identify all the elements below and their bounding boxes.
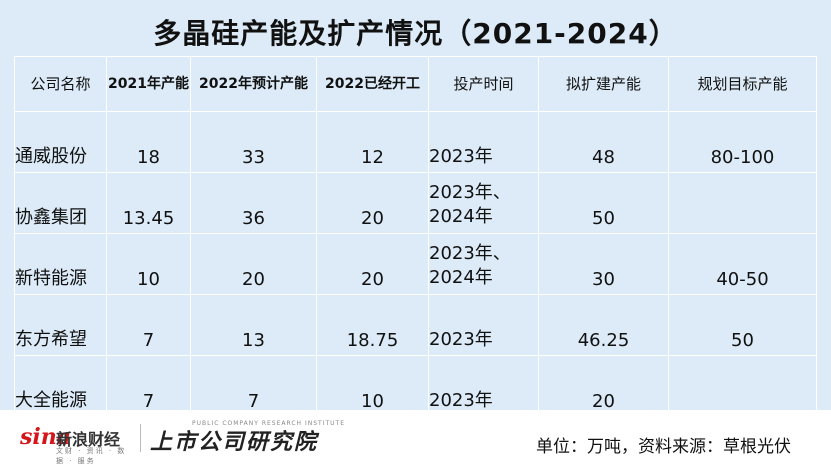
page-title: 多晶硅产能及扩产情况（2021-2024） xyxy=(153,17,678,50)
cap-2022: 7 xyxy=(190,355,317,417)
header-started-2022: 2022已经开工 xyxy=(316,56,429,112)
target xyxy=(668,355,817,417)
cap-2021: 10 xyxy=(106,233,191,295)
production-time: 2023年 xyxy=(428,294,539,356)
table-header-row: 公司名称 2021年产能 2022年预计产能 2022已经开工 投产时间 拟扩建… xyxy=(14,56,817,112)
sina-finance-name: 新浪财经 xyxy=(56,430,121,449)
production-time-line1: 2023年、 xyxy=(429,182,511,203)
sina-logo-mark: sina xyxy=(20,424,71,450)
institute-logo: 上市公司研究院 xyxy=(150,430,319,455)
cap-2022: 20 xyxy=(190,233,317,295)
cap-2021: 7 xyxy=(106,294,191,356)
sina-finance-tagline: 文财 · 资讯 · 数据 · 服务 xyxy=(56,447,127,465)
table-row: 大全能源 7 7 10 2023年 20 xyxy=(14,355,817,417)
institute-logo-en: PUBLIC COMPANY RESEARCH INSTITUTE xyxy=(192,420,345,427)
production-time: 2023年、 2024年 xyxy=(428,172,539,234)
expansion: 20 xyxy=(538,355,669,417)
footer-bar: sina 新浪财经 文财 · 资讯 · 数据 · 服务 上市公司研究院 PUBL… xyxy=(0,410,831,466)
table-row: 通威股份 18 33 12 2023年 48 80-100 xyxy=(14,111,817,173)
cap-2021: 13.45 xyxy=(106,172,191,234)
footer-divider xyxy=(140,424,141,452)
expansion: 50 xyxy=(538,172,669,234)
target: 80-100 xyxy=(668,111,817,173)
production-time-line2: 2024年 xyxy=(429,206,493,227)
started-2022: 10 xyxy=(316,355,429,417)
started-2022: 12 xyxy=(316,111,429,173)
table-row: 新特能源 10 20 20 2023年、 2024年 30 40-50 xyxy=(14,233,817,295)
company-name: 新特能源 xyxy=(14,233,107,295)
production-time: 2023年、 2024年 xyxy=(428,233,539,295)
header-target: 规划目标产能 xyxy=(668,56,817,112)
company-name: 通威股份 xyxy=(14,111,107,173)
header-cap-2021: 2021年产能 xyxy=(106,56,191,112)
header-cap-2022: 2022年预计产能 xyxy=(190,56,317,112)
cap-2022: 13 xyxy=(190,294,317,356)
production-time: 2023年 xyxy=(428,355,539,417)
table-row: 东方希望 7 13 18.75 2023年 46.25 50 xyxy=(14,294,817,356)
target: 40-50 xyxy=(668,233,817,295)
started-2022: 20 xyxy=(316,172,429,234)
company-name: 大全能源 xyxy=(14,355,107,417)
capacity-table: 公司名称 2021年产能 2022年预计产能 2022已经开工 投产时间 拟扩建… xyxy=(14,56,817,417)
target xyxy=(668,172,817,234)
sina-finance-logo: sina 新浪财经 文财 · 资讯 · 数据 · 服务 xyxy=(20,422,132,465)
target: 50 xyxy=(668,294,817,356)
unit-source-note: 单位：万吨，资料来源：草根光伏 xyxy=(536,437,791,457)
started-2022: 18.75 xyxy=(316,294,429,356)
expansion: 48 xyxy=(538,111,669,173)
table-row: 协鑫集团 13.45 36 20 2023年、 2024年 50 xyxy=(14,172,817,234)
expansion: 46.25 xyxy=(538,294,669,356)
cap-2021: 7 xyxy=(106,355,191,417)
expansion: 30 xyxy=(538,233,669,295)
production-time: 2023年 xyxy=(428,111,539,173)
header-expansion: 拟扩建产能 xyxy=(538,56,669,112)
cap-2021: 18 xyxy=(106,111,191,173)
header-company: 公司名称 xyxy=(14,56,107,112)
production-time-line2: 2024年 xyxy=(429,267,493,288)
company-name: 协鑫集团 xyxy=(14,172,107,234)
company-name: 东方希望 xyxy=(14,294,107,356)
cap-2022: 33 xyxy=(190,111,317,173)
started-2022: 20 xyxy=(316,233,429,295)
header-production-time: 投产时间 xyxy=(428,56,539,112)
production-time-line1: 2023年、 xyxy=(429,243,511,264)
cap-2022: 36 xyxy=(190,172,317,234)
